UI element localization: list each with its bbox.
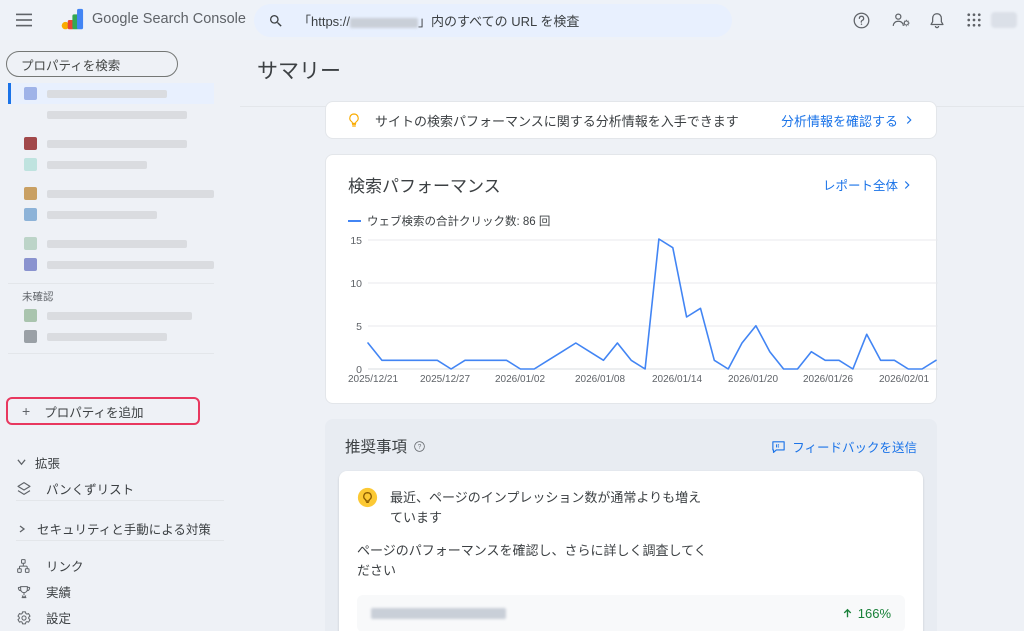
svg-text:10: 10 — [350, 278, 362, 290]
svg-text:?: ? — [418, 443, 422, 450]
svg-text:5: 5 — [356, 321, 362, 333]
svg-text:2025/12/21: 2025/12/21 — [348, 374, 398, 384]
svg-text:2026/01/14: 2026/01/14 — [652, 374, 702, 384]
svg-text:2026/01/08: 2026/01/08 — [575, 374, 625, 384]
svg-text:2026/02/01: 2026/02/01 — [879, 374, 929, 384]
svg-text:2026/01/02: 2026/01/02 — [495, 374, 545, 384]
svg-text:2025/12/27: 2025/12/27 — [420, 374, 470, 384]
svg-text:2026/01/20: 2026/01/20 — [728, 374, 778, 384]
svg-text:15: 15 — [350, 235, 362, 247]
svg-text:2026/01/26: 2026/01/26 — [803, 374, 853, 384]
